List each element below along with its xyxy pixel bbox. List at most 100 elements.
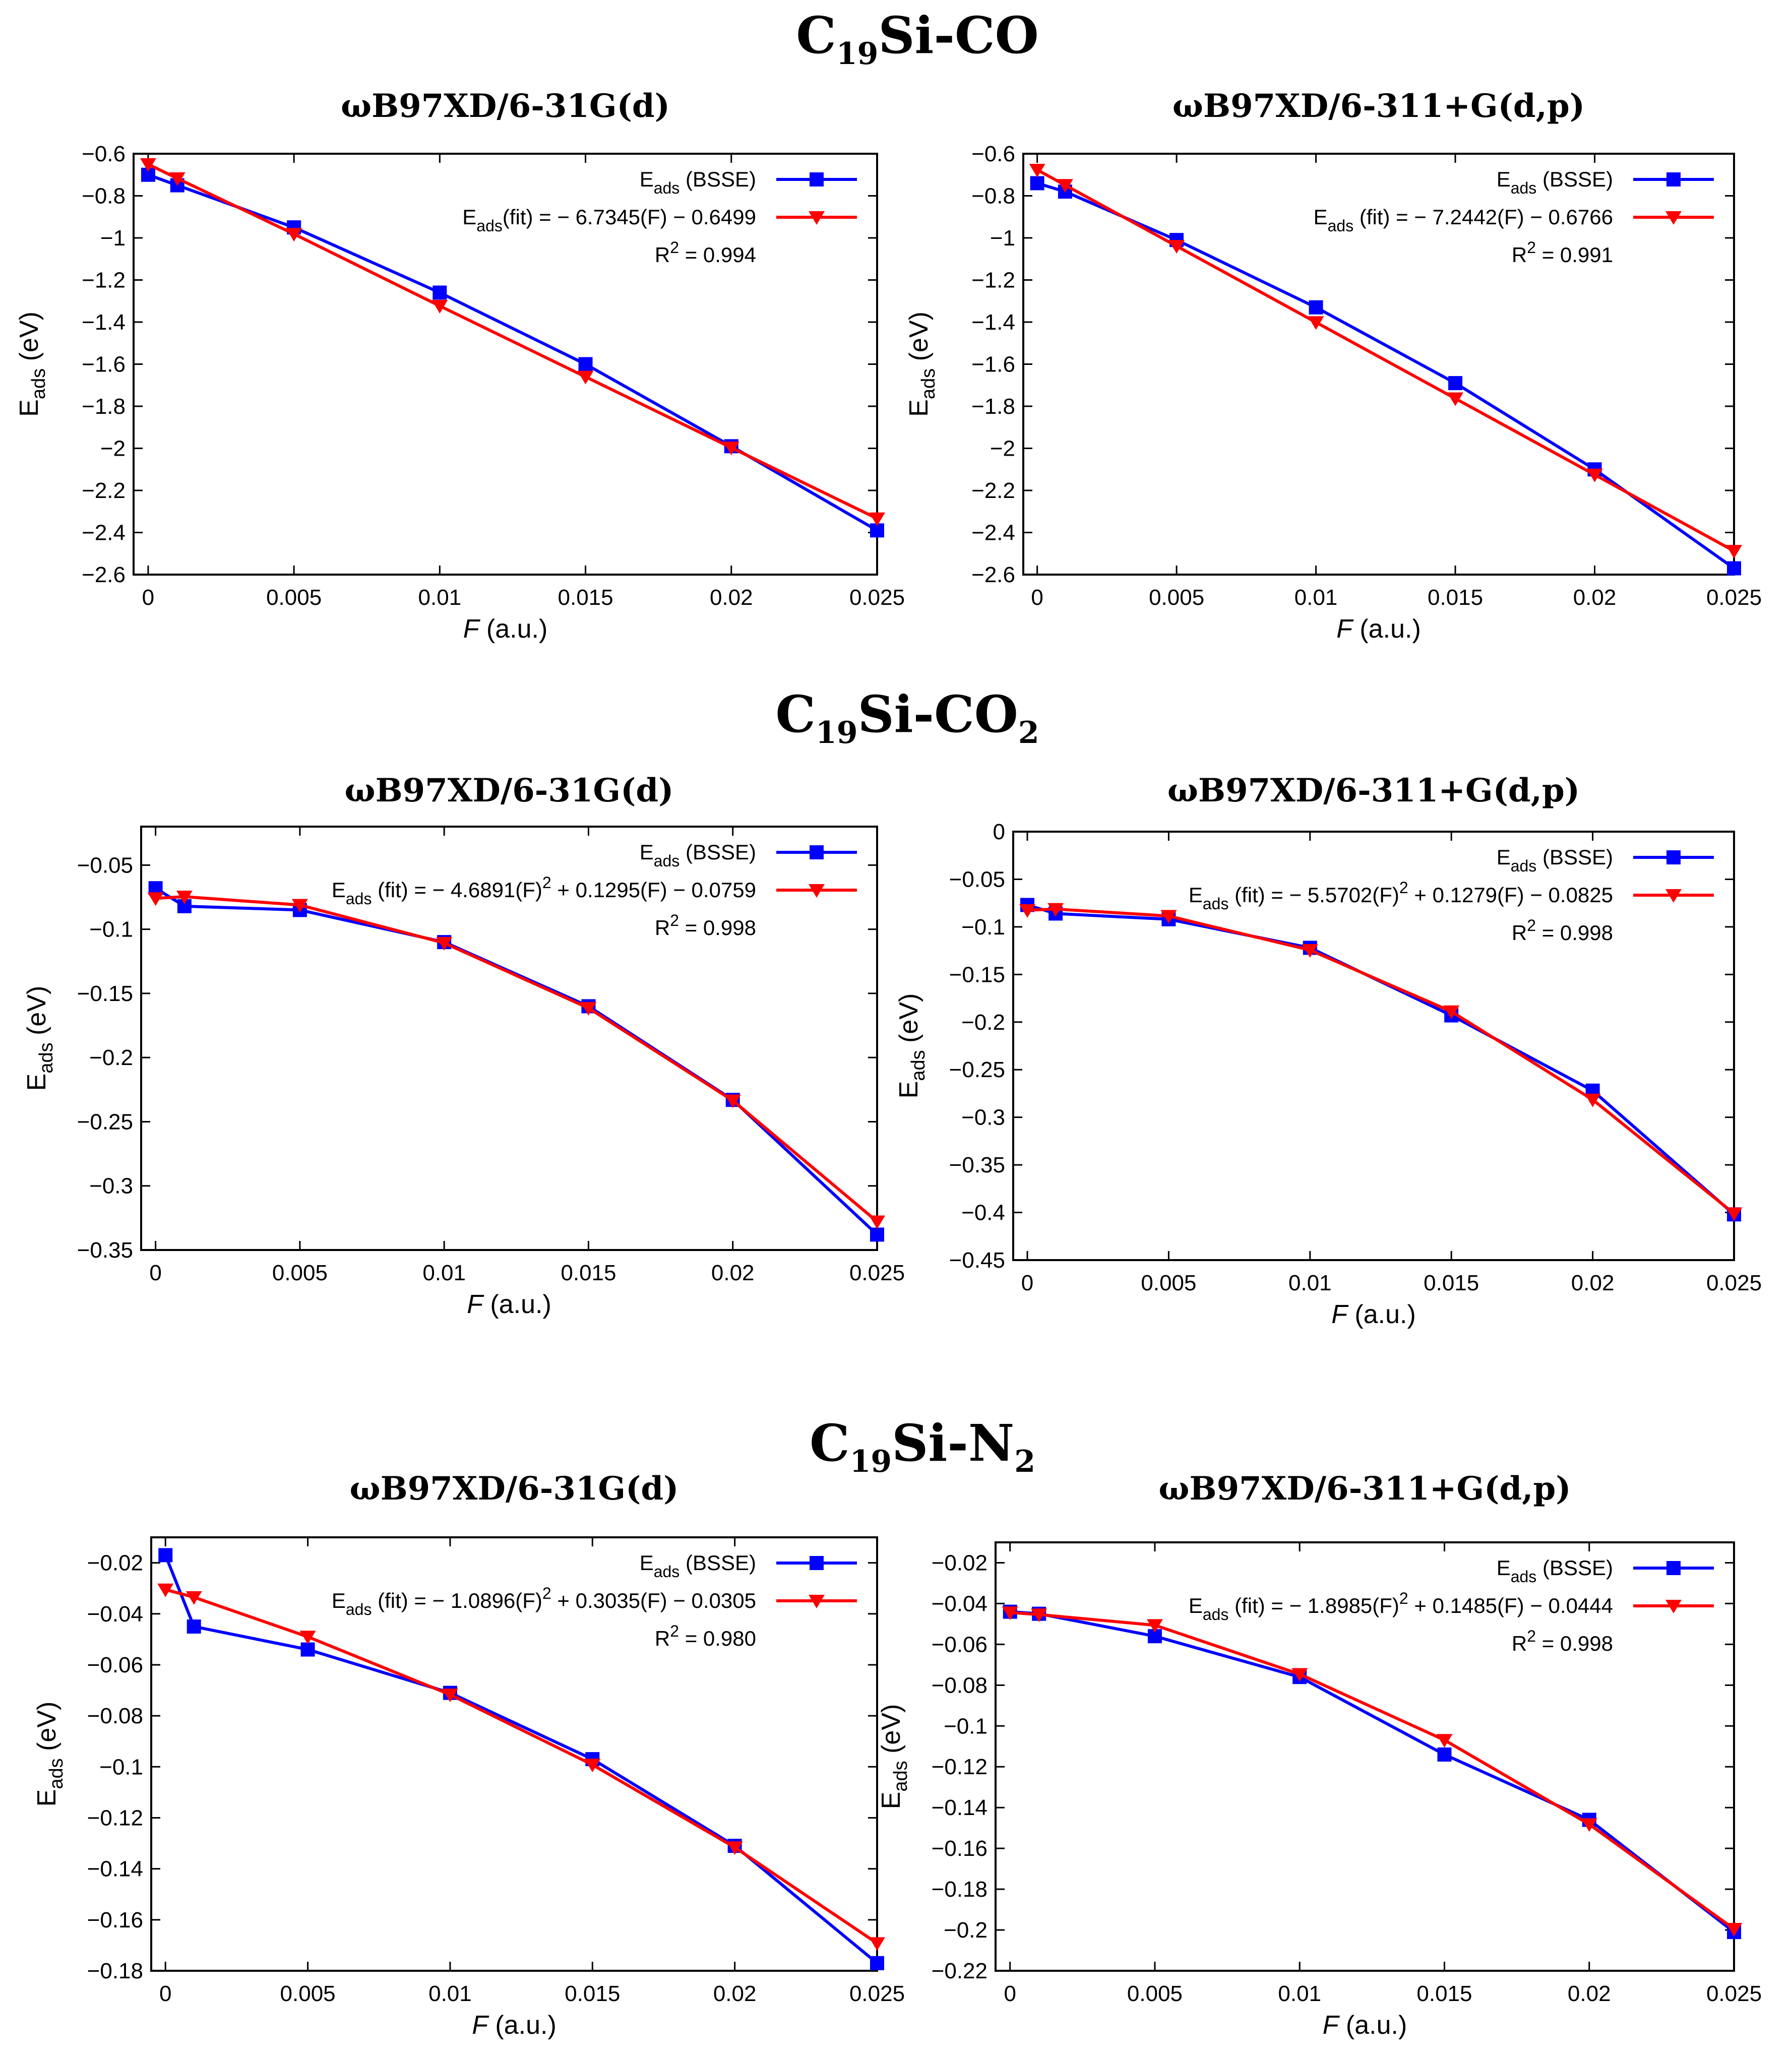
panel-title: ωB97XD/6-311+G(d,p) bbox=[1172, 87, 1585, 125]
fit-point bbox=[186, 1591, 202, 1605]
x-tick-label: 0.025 bbox=[1706, 1271, 1762, 1295]
fit-point bbox=[580, 1002, 597, 1016]
bsse-point bbox=[158, 1548, 173, 1563]
x-tick-label: 0.015 bbox=[1416, 1981, 1472, 2006]
plot-frame bbox=[995, 1541, 1735, 1972]
x-tick-label: 0.02 bbox=[710, 585, 753, 610]
chart-5: ωB97XD/6-31G(d) 0 0.005 0.01 0.015 0.02 0.025 −… bbox=[32, 1470, 905, 2040]
legend-fit-label: Eads (fit) = − 1.8985(F)2 + 0.1485(F) − … bbox=[1189, 1589, 1613, 1624]
x-tick-label: 0.01 bbox=[428, 1981, 472, 2006]
bsse-point bbox=[432, 285, 447, 300]
y-axis-label: Eads (eV) bbox=[15, 311, 49, 417]
y-tick-label: −0.4 bbox=[961, 1201, 1005, 1225]
y-tick-label: −2 bbox=[990, 436, 1015, 461]
panel-title: ωB97XD/6-31G(d) bbox=[350, 1470, 679, 1508]
y-tick-label: −2.4 bbox=[971, 521, 1015, 545]
x-tick-label: 0.025 bbox=[1706, 1981, 1762, 2006]
fit-point bbox=[1019, 904, 1036, 918]
fit-point bbox=[1047, 903, 1064, 917]
bsse-point bbox=[578, 357, 593, 371]
x-tick-label: 0.01 bbox=[422, 1261, 466, 1285]
fit-point bbox=[1581, 1818, 1597, 1832]
bsse-point bbox=[1309, 300, 1323, 315]
x-tick-label: 0.025 bbox=[849, 1261, 905, 1285]
bsse-point bbox=[1727, 561, 1741, 576]
y-tick-label: −0.08 bbox=[932, 1673, 987, 1698]
fit-point bbox=[1584, 1093, 1601, 1107]
chart-1: ωB97XD/6-31G(d) 0 0.005 0.01 0.015 0.02 0.025 −… bbox=[15, 87, 905, 644]
y-tick-label: −0.14 bbox=[932, 1795, 987, 1820]
fit-series-line bbox=[1010, 1611, 1735, 1930]
legend-r2-label: R2 = 0.991 bbox=[1512, 238, 1613, 267]
fit-point bbox=[442, 1689, 458, 1703]
y-tick-label: −0.22 bbox=[932, 1959, 987, 1983]
y-tick-label: −0.16 bbox=[87, 1908, 143, 1932]
x-tick-label: 0.02 bbox=[1568, 1981, 1611, 2006]
panel-title: ωB97XD/6-311+G(d,p) bbox=[1167, 772, 1580, 809]
legend-fit-swatch-marker bbox=[809, 211, 825, 225]
fit-series-line bbox=[1027, 907, 1735, 1215]
x-tick-label: 0.01 bbox=[1294, 585, 1338, 610]
bsse-point bbox=[1448, 376, 1463, 391]
y-axis-label: Eads (eV) bbox=[904, 311, 939, 417]
y-tick-label: −0.8 bbox=[82, 184, 126, 209]
fit-point bbox=[1168, 240, 1185, 254]
y-tick-label: −0.6 bbox=[82, 142, 126, 166]
x-tick-label: 0.005 bbox=[272, 1261, 328, 1285]
y-axis-label: Eads (eV) bbox=[22, 986, 57, 1091]
x-axis-label: F (a.u.) bbox=[463, 614, 548, 644]
y-tick-label: 0 bbox=[993, 820, 1005, 844]
x-tick-label: 0 bbox=[159, 1981, 171, 2006]
x-tick-label: 0.005 bbox=[266, 585, 322, 610]
chart-4: ωB97XD/6-311+G(d,p) 0 0.005 0.01 0.015 0.02 0.… bbox=[894, 772, 1762, 1329]
fit-point bbox=[1443, 1005, 1460, 1019]
legend-r2-label: R2 = 0.980 bbox=[655, 1622, 756, 1650]
x-tick-label: 0 bbox=[1031, 585, 1043, 610]
fit-point bbox=[869, 512, 885, 526]
y-tick-label: −2 bbox=[100, 436, 126, 461]
fit-point bbox=[1002, 1606, 1018, 1620]
x-tick-label: 0.01 bbox=[418, 585, 462, 610]
bsse-point bbox=[870, 1956, 884, 1970]
section-title-co: C19Si-CO bbox=[796, 6, 1039, 72]
plot-frame bbox=[1012, 831, 1735, 1261]
y-axis-label: Eads (eV) bbox=[32, 1702, 67, 1807]
y-tick-label: −0.35 bbox=[949, 1153, 1005, 1177]
x-tick-label: 0.005 bbox=[1149, 585, 1204, 610]
x-axis-label: F (a.u.) bbox=[1331, 1300, 1416, 1329]
fit-point bbox=[1586, 468, 1603, 482]
fit-point bbox=[1726, 1207, 1742, 1221]
y-tick-label: −1 bbox=[100, 226, 126, 251]
legend-bsse-label: Eads (BSSE) bbox=[1497, 845, 1613, 875]
x-tick-label: 0.015 bbox=[565, 1981, 620, 2006]
bsse-series-line bbox=[1036, 181, 1735, 570]
legend-fit-swatch-marker bbox=[809, 884, 825, 898]
fit-point bbox=[1726, 1923, 1742, 1937]
x-tick-label: 0.025 bbox=[1706, 585, 1762, 610]
fit-point bbox=[1160, 910, 1177, 924]
y-tick-label: −0.8 bbox=[971, 184, 1015, 209]
legend-bsse-label: Eads (BSSE) bbox=[1497, 167, 1613, 197]
y-tick-label: −0.15 bbox=[949, 962, 1005, 987]
fit-point bbox=[140, 158, 156, 172]
bsse-point bbox=[1030, 176, 1044, 191]
y-tick-label: −1.2 bbox=[82, 268, 126, 293]
y-tick-label: −1.2 bbox=[971, 268, 1015, 293]
chart-6: ωB97XD/6-311+G(d,p) 0 0.005 0.01 0.015 0.02 0.… bbox=[877, 1470, 1762, 2040]
fit-point bbox=[1726, 545, 1742, 559]
legend-bsse-label: Eads (BSSE) bbox=[640, 1551, 756, 1581]
y-axis-label: Eads (eV) bbox=[894, 993, 929, 1099]
fit-point bbox=[431, 299, 448, 314]
legend-fit-swatch-marker bbox=[1665, 211, 1682, 225]
y-tick-label: −1.8 bbox=[971, 394, 1015, 419]
y-tick-label: −1.6 bbox=[971, 352, 1015, 377]
bsse-series-line bbox=[1010, 1610, 1735, 1933]
bsse-series-line bbox=[164, 1554, 878, 1965]
y-tick-label: −0.12 bbox=[932, 1755, 987, 1779]
legend-fit-swatch-marker bbox=[1665, 1600, 1682, 1613]
y-tick-label: −0.2 bbox=[89, 1045, 133, 1070]
y-tick-label: −0.05 bbox=[77, 853, 133, 878]
fit-point bbox=[157, 1583, 174, 1597]
legend-bsse-label: Eads (BSSE) bbox=[1497, 1556, 1613, 1586]
